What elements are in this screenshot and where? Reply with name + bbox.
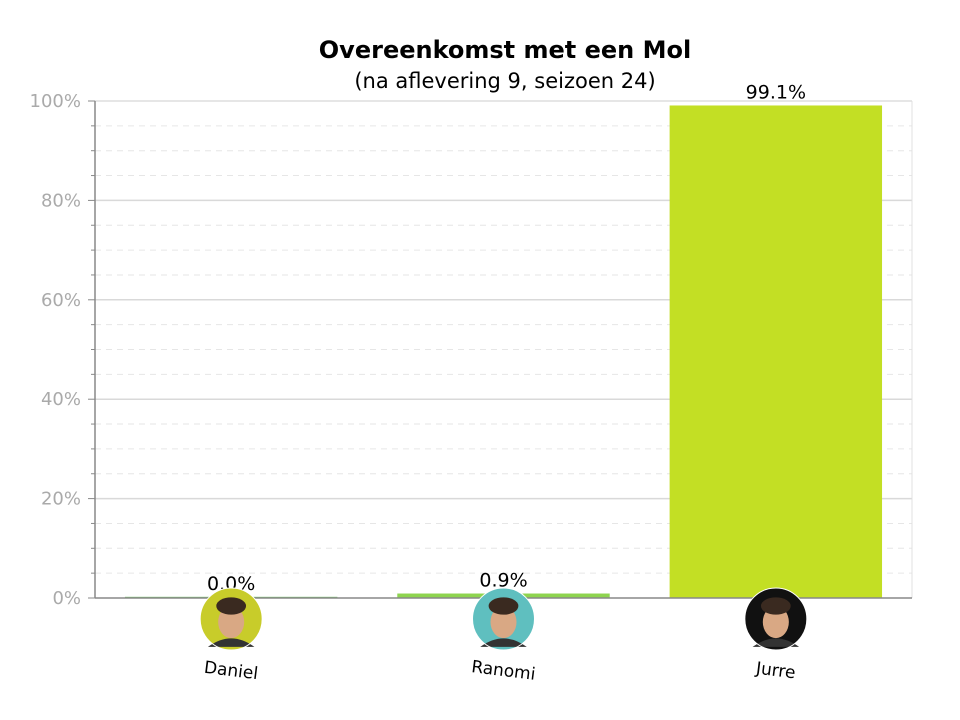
y-tick-label: 80% xyxy=(41,190,81,211)
x-tick-label: Daniel xyxy=(203,658,259,684)
y-tick-label: 60% xyxy=(41,290,81,311)
x-tick-label: Jurre xyxy=(754,659,797,684)
bar-jurre xyxy=(669,105,883,599)
jurre-avatar-icon xyxy=(744,587,808,651)
labels: 0.0% Daniel 0.9% Ranomi 99.1% Jurre 0% 20% 40% 60… xyxy=(30,81,808,685)
daniel-avatar-icon xyxy=(199,587,263,651)
bars xyxy=(124,105,883,599)
y-tick-label: 0% xyxy=(52,588,81,609)
y-tick-label: 20% xyxy=(41,489,81,510)
ranomi-avatar-icon xyxy=(472,587,535,651)
chart-title: Overeenkomst met een Mol xyxy=(319,36,691,64)
x-tick-label: Ranomi xyxy=(470,657,536,685)
y-tick-label: 40% xyxy=(41,389,81,410)
chart-subtitle: (na aflevering 9, seizoen 24) xyxy=(354,69,655,93)
data-label: 99.1% xyxy=(746,81,806,103)
data-label: 0.9% xyxy=(479,570,527,592)
data-label: 0.0% xyxy=(207,573,255,595)
y-tick-label: 100% xyxy=(30,91,81,112)
